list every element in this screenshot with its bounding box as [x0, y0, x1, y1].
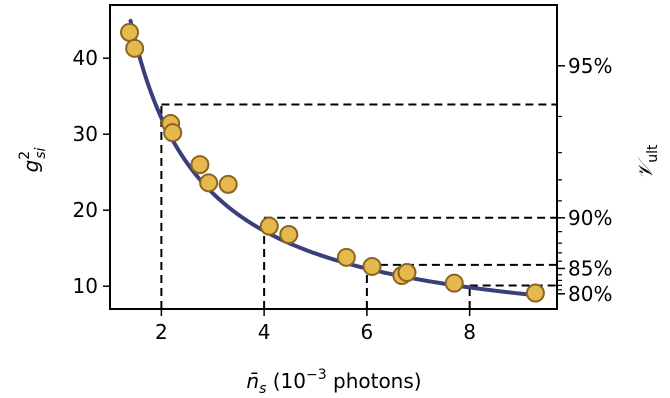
- y2-tick-label: 85%: [568, 256, 612, 280]
- y-tick-label: 30: [73, 122, 98, 146]
- x-tick-label: 6: [361, 320, 374, 344]
- data-point: [527, 285, 544, 302]
- x-tick-label: 4: [258, 320, 271, 344]
- y2-tick-label: 80%: [568, 282, 612, 306]
- fit-curve-group: [131, 21, 537, 295]
- data-point: [398, 264, 415, 281]
- data-point: [280, 226, 297, 243]
- plot-frame: [110, 5, 557, 309]
- x-axis-label: n̄s (10−3 photons): [246, 367, 421, 397]
- y2-axis-label: 𝒱ult: [633, 144, 661, 179]
- data-point: [200, 174, 217, 191]
- data-point: [446, 275, 463, 292]
- y-axis-label: g2si: [17, 147, 49, 172]
- y2-tick-label: 95%: [568, 54, 612, 78]
- y-axis-left: 10 20 30 40: [73, 46, 110, 298]
- x-axis: 2 4 6 8: [155, 309, 476, 344]
- guide-lines: [161, 105, 557, 309]
- y-tick-label: 10: [73, 274, 98, 298]
- fit-curve: [131, 21, 537, 295]
- data-point: [191, 156, 208, 173]
- x-tick-label: 2: [155, 320, 168, 344]
- y-tick-label: 40: [73, 46, 98, 70]
- data-point: [338, 249, 355, 266]
- y2-tick-label: 90%: [568, 206, 612, 230]
- x-tick-label: 8: [463, 320, 476, 344]
- data-point: [364, 258, 381, 275]
- data-point: [261, 218, 278, 235]
- y-tick-label: 20: [73, 198, 98, 222]
- data-point: [220, 176, 237, 193]
- data-point: [164, 124, 181, 141]
- data-point: [126, 40, 143, 57]
- y-axis-right: 80%85% 90% 95%: [557, 54, 612, 306]
- data-point: [121, 24, 138, 41]
